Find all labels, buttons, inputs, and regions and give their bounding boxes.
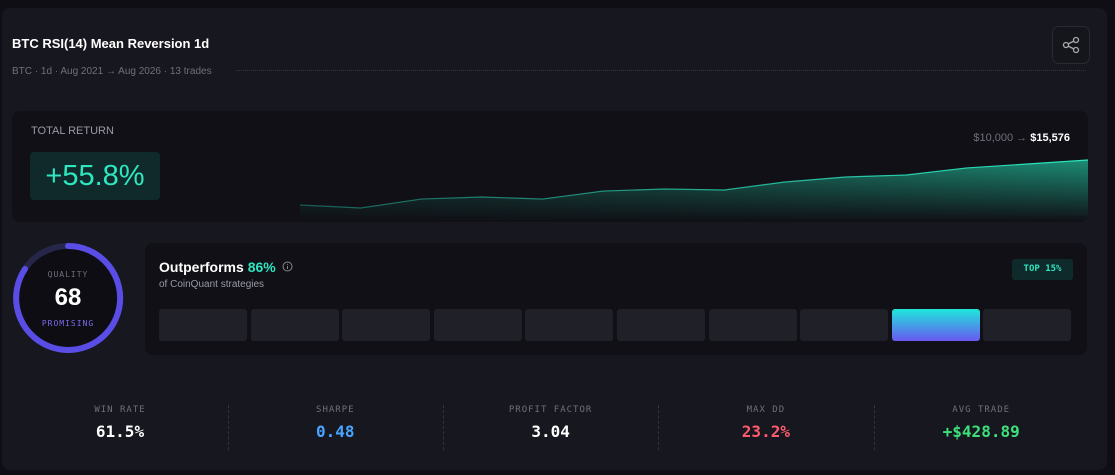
stat-value: +$428.89 [942, 422, 1020, 441]
quality-ring [13, 242, 124, 353]
subtitle: BTC · 1d · Aug 2021 → Aug 2026 · 13 trad… [12, 66, 212, 77]
rank-badge: TOP 15% [1012, 259, 1073, 280]
end-equity: $15,576 [1030, 132, 1070, 144]
return-panel [12, 111, 1088, 222]
stat-divider [443, 405, 444, 450]
arrow: → [1016, 132, 1028, 144]
start-equity: $10,000 [973, 132, 1014, 144]
stat-label: MAX DD [746, 405, 786, 415]
percentile-segment [983, 309, 1072, 341]
stat-divider [658, 405, 660, 450]
stat-label: AVG TRADE [952, 405, 1011, 415]
share-icon [1062, 36, 1080, 54]
quality-score: 68 [54, 284, 82, 311]
return-label: TOTAL RETURN [31, 125, 114, 137]
title: BTC RSI(14) Mean Reversion 1d [12, 36, 210, 51]
percentile-segment [617, 309, 705, 341]
stat: WIN RATE 61.5% [20, 405, 220, 441]
percentile-segment [525, 309, 614, 341]
percentile-segment [250, 309, 339, 341]
stat-label: SHARPE [316, 405, 355, 415]
percentile-segment [891, 309, 980, 341]
percentile-segment [800, 309, 889, 341]
stat-value: 3.04 [531, 422, 570, 441]
quality-label: QUALITY [47, 270, 89, 279]
stat-divider [873, 405, 875, 450]
quality-rating: PROMISING [41, 319, 95, 328]
stat-value: 61.5% [95, 422, 145, 441]
stat: PROFIT FACTOR 3.04 [451, 405, 651, 441]
equity-area [300, 160, 1088, 222]
outperform-label: Outperforms [159, 259, 244, 275]
percentile-segment [708, 309, 797, 341]
share-button[interactable] [1052, 26, 1090, 64]
stat: SHARPE 0.48 [235, 405, 435, 441]
equity-line [299, 159, 1088, 209]
equity-range: $10,000 → $15,576 [973, 132, 1070, 144]
info-icon[interactable] [282, 261, 293, 272]
stat-label: PROFIT FACTOR [508, 405, 593, 415]
stat: AVG TRADE +$428.89 [881, 405, 1081, 441]
equity-chart [299, 159, 1088, 222]
outperform-title: Outperforms 86% [159, 259, 293, 275]
outperform-subtitle: of CoinQuant strategies [159, 279, 265, 290]
strategy-card [2, 8, 1107, 470]
percentile-segment [159, 309, 247, 341]
divider [236, 70, 1086, 71]
percentile-segment [433, 309, 522, 341]
stat-label: WIN RATE [94, 405, 146, 415]
stat-value: 23.2% [741, 422, 790, 441]
return-value: +55.8% [30, 152, 160, 200]
stat-value: 0.48 [316, 422, 355, 441]
percentile-segment [342, 309, 431, 341]
outperform-percent: 86% [247, 259, 276, 275]
stat-divider [227, 405, 229, 450]
stat: MAX DD 23.2% [666, 405, 866, 441]
